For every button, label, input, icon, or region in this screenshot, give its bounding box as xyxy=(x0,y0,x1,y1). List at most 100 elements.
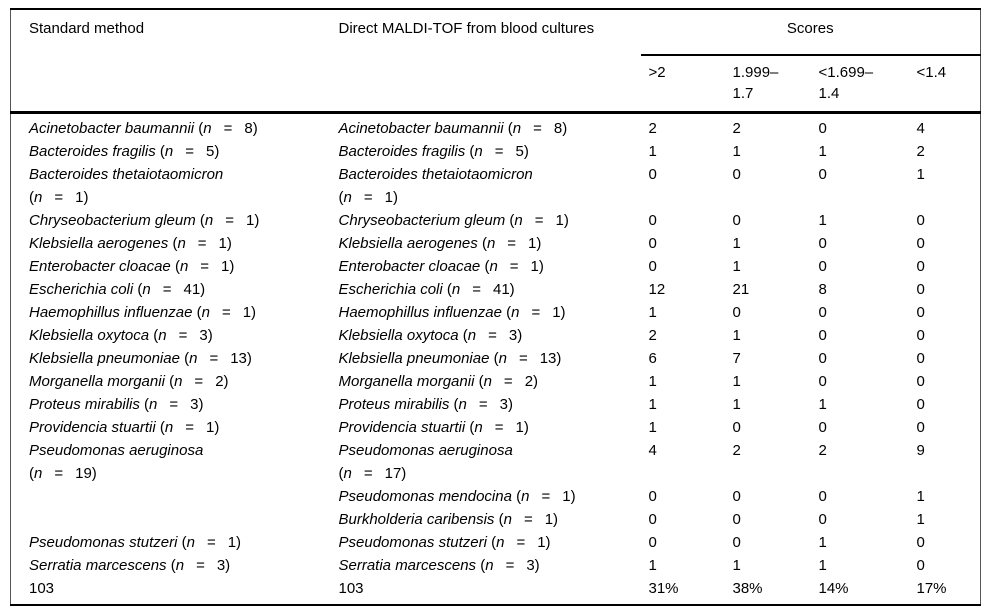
score-cell: 0 xyxy=(916,304,925,321)
score-cell: 0 xyxy=(916,557,925,574)
score-cell: 8 xyxy=(818,281,827,298)
score-cell: 0 xyxy=(916,534,925,551)
species-name: Pseudomonas aeruginosa xyxy=(29,442,204,459)
species-name: Burkholderia caribensis xyxy=(338,511,495,528)
score-cell: 0 xyxy=(818,373,827,390)
score-cell: 2 xyxy=(916,143,925,160)
score-cell: 0 xyxy=(648,511,657,528)
sample-count: (n = 41) xyxy=(137,281,206,298)
species-name: Acinetobacter baumannii xyxy=(338,120,504,137)
sample-count: (n = 1) xyxy=(174,258,235,275)
score-cell: 0 xyxy=(916,350,925,367)
species-name: Bacteroides thetaiotaomicron xyxy=(338,166,533,183)
species-name: Klebsiella aerogenes xyxy=(29,235,169,252)
score-cell: 0 xyxy=(732,534,741,551)
score-cell: 9 xyxy=(916,442,925,459)
species-name: Klebsiella oxytoca xyxy=(338,327,459,344)
sample-count: (n = 1) xyxy=(498,511,559,528)
score-cell: 7 xyxy=(732,350,741,367)
score-cell: 1 xyxy=(916,166,925,183)
species-name: Klebsiella pneumoniae xyxy=(29,350,180,367)
score-cell: 0 xyxy=(916,235,925,252)
score-cell: 0 xyxy=(818,304,827,321)
maldi-cell: Klebsiella aerogenes (n = 1) xyxy=(339,232,641,255)
species-name: Pseudomonas stutzeri xyxy=(29,534,178,551)
standard-method-cell: Klebsiella pneumoniae (n = 13) xyxy=(11,347,339,370)
maldi-cell: Morganella morganii (n = 2) xyxy=(339,370,641,393)
table-row: Escherichia coli (n = 41) Escherichia coli … xyxy=(11,278,981,301)
species-name: Serratia marcescens xyxy=(29,557,167,574)
table-row: Bacteroides fragilis (n = 5) Bacteroides fr… xyxy=(11,140,981,163)
sample-count: (n = 3) xyxy=(144,396,204,413)
header-score-1999-17: 1.999– 1.7 xyxy=(724,55,811,114)
header-scores-group: Scores xyxy=(640,9,981,56)
sample-count: (n = 13) xyxy=(493,350,562,367)
score-cell: 0 xyxy=(648,166,657,183)
standard-method-cell xyxy=(11,485,339,508)
species-name: Klebsiella aerogenes xyxy=(338,235,478,252)
table-row: Acinetobacter baumannii (n = 8) Acinetobact… xyxy=(11,113,981,141)
sample-count: (n = 1) xyxy=(469,419,529,436)
species-name: Morganella morganii xyxy=(29,373,165,390)
score-cell: 0 xyxy=(818,488,827,505)
score-cell: 0 xyxy=(916,396,925,413)
score-cell: 0 xyxy=(732,212,741,229)
score-cell: 1 xyxy=(732,235,741,252)
standard-method-cell: Klebsiella oxytoca (n = 3) xyxy=(11,324,339,347)
score-cell: 1 xyxy=(648,143,657,160)
score-cell: 21 xyxy=(732,281,750,298)
maldi-cell: Bacteroides fragilis (n = 5) xyxy=(339,140,641,163)
sample-count: (n = 1) xyxy=(338,189,398,206)
header-score-gt2: >2 xyxy=(640,55,725,114)
score-cell: 2 xyxy=(732,442,741,459)
score-cell: 0 xyxy=(732,419,741,436)
species-name: Klebsiella pneumoniae xyxy=(338,350,490,367)
standard-method-cell: Escherichia coli (n = 41) xyxy=(11,278,339,301)
score-cell: 0 xyxy=(818,235,827,252)
score-cell: 0 xyxy=(818,258,827,275)
maldi-cell: Klebsiella oxytoca (n = 3) xyxy=(339,324,641,347)
sample-count: (n = 3) xyxy=(453,396,513,413)
table-row: Bacteroides thetaiotaomicron (n = 1) Bactero… xyxy=(11,163,981,209)
sample-count: (n = 1) xyxy=(509,212,569,229)
standard-method-cell: Morganella morganii (n = 2) xyxy=(11,370,339,393)
maldi-cell: Proteus mirabilis (n = 3) xyxy=(339,393,641,416)
score-cell: 12 xyxy=(648,281,666,298)
table-row: Serratia marcescens (n = 3) Serratia marces… xyxy=(11,554,981,577)
table-row: 103 103 31% 38% 14% 17% xyxy=(11,577,981,605)
species-name: Pseudomonas stutzeri xyxy=(338,534,487,551)
sample-count: (n = 1) xyxy=(181,534,242,551)
species-name: Proteus mirabilis xyxy=(29,396,140,413)
score-cell: 17% xyxy=(916,580,947,597)
score-cell: 6 xyxy=(648,350,657,367)
score-cell: 4 xyxy=(916,120,925,137)
table-row: Enterobacter cloacae (n = 1) Enterobacter c… xyxy=(11,255,981,278)
score-cell: 1 xyxy=(648,373,657,390)
score-cell: 4 xyxy=(648,442,657,459)
score-cell: 0 xyxy=(818,350,827,367)
score-cell: 0 xyxy=(732,511,741,528)
score-cell: 1 xyxy=(818,396,827,413)
score-cell: 1 xyxy=(648,304,657,321)
standard-method-cell: Serratia marcescens (n = 3) xyxy=(11,554,339,577)
standard-method-cell: Chryseobacterium gleum (n = 1) xyxy=(11,209,339,232)
score-cell: 0 xyxy=(648,534,657,551)
standard-method-cell: Pseudomonas stutzeri (n = 1) xyxy=(11,531,339,554)
score-cell: 31% xyxy=(648,580,679,597)
maldi-cell: Enterobacter cloacae (n = 1) xyxy=(339,255,641,278)
score-cell: 0 xyxy=(648,258,657,275)
maldi-cell: Chryseobacterium gleum (n = 1) xyxy=(339,209,641,232)
species-name: Escherichia coli xyxy=(338,281,443,298)
score-cell: 1 xyxy=(732,373,741,390)
standard-method-cell: Bacteroides fragilis (n = 5) xyxy=(11,140,339,163)
score-cell: 0 xyxy=(818,327,827,344)
species-name: Escherichia coli xyxy=(29,281,134,298)
sample-count: (n = 19) xyxy=(29,465,97,482)
standard-method-cell: Klebsiella aerogenes (n = 1) xyxy=(11,232,339,255)
sample-count: (n = 1) xyxy=(172,235,232,252)
maldi-cell: Haemophillus influenzae (n = 1) xyxy=(339,301,641,324)
score-cell: 14% xyxy=(818,580,849,597)
score-cell: 1 xyxy=(916,488,925,505)
standard-method-cell: Haemophillus influenzae (n = 1) xyxy=(11,301,339,324)
score-cell: 0 xyxy=(916,258,925,275)
